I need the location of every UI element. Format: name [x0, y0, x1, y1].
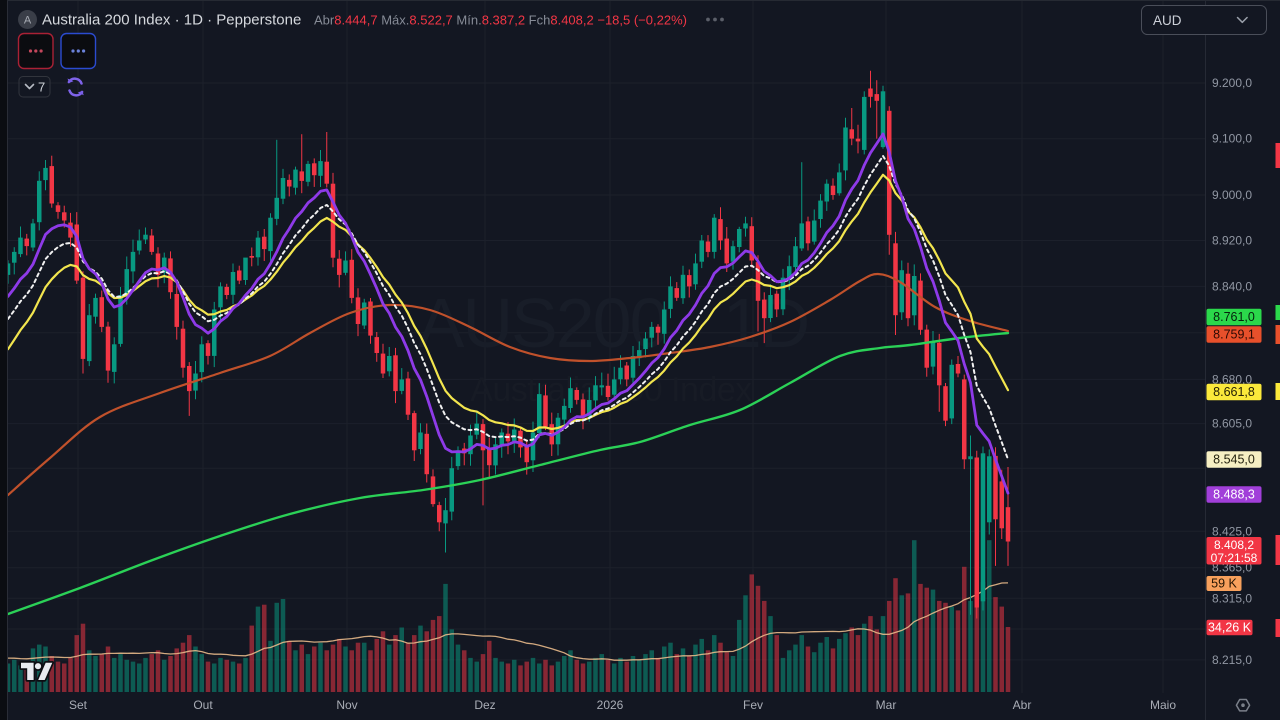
- svg-text:8.759,1: 8.759,1: [1213, 328, 1255, 342]
- svg-text:Mar: Mar: [876, 698, 897, 712]
- svg-text:AUD: AUD: [1153, 13, 1182, 28]
- svg-text:Abr: Abr: [1013, 698, 1032, 712]
- svg-text:8.425,0: 8.425,0: [1212, 524, 1252, 538]
- svg-text:8.761,0: 8.761,0: [1213, 310, 1255, 324]
- svg-text:Australia 200 Index: Australia 200 Index: [470, 371, 752, 409]
- svg-text:07:21:58: 07:21:58: [1211, 551, 1258, 565]
- svg-text:2026: 2026: [597, 698, 624, 712]
- svg-text:8.840,0: 8.840,0: [1212, 279, 1252, 293]
- svg-text:Out: Out: [193, 698, 213, 712]
- svg-text:Australia 200 Index · 1D · Pep: Australia 200 Index · 1D · Pepperstone: [42, 12, 301, 29]
- svg-text:8.408,2: 8.408,2: [1214, 538, 1254, 552]
- svg-text:7: 7: [38, 80, 45, 95]
- svg-text:8.605,0: 8.605,0: [1212, 417, 1252, 431]
- svg-text:9.200,0: 9.200,0: [1212, 76, 1252, 90]
- svg-text:8.680,0: 8.680,0: [1212, 372, 1252, 386]
- svg-text:8.661,8: 8.661,8: [1213, 385, 1255, 399]
- svg-text:59 K: 59 K: [1211, 577, 1237, 591]
- svg-text:9.000,0: 9.000,0: [1212, 188, 1252, 202]
- svg-text:Maio: Maio: [1150, 698, 1176, 712]
- svg-text:9.100,0: 9.100,0: [1212, 132, 1252, 146]
- svg-text:8.215,0: 8.215,0: [1212, 653, 1252, 667]
- svg-text:Fev: Fev: [743, 698, 763, 712]
- svg-text:AUS200 · 1D: AUS200 · 1D: [418, 284, 808, 362]
- svg-text:Nov: Nov: [336, 698, 357, 712]
- svg-text:Dez: Dez: [474, 698, 495, 712]
- svg-text:8.920,0: 8.920,0: [1212, 234, 1252, 248]
- svg-text:Abr8.444,7 Máx.8.522,7 Mín.8.3: Abr8.444,7 Máx.8.522,7 Mín.8.387,2 Fch8.…: [314, 13, 687, 28]
- svg-text:8.315,0: 8.315,0: [1212, 591, 1252, 605]
- svg-text:34,26 K: 34,26 K: [1208, 621, 1252, 635]
- svg-text:Set: Set: [69, 698, 88, 712]
- svg-text:A: A: [24, 15, 32, 27]
- svg-text:8.545,0: 8.545,0: [1213, 453, 1255, 467]
- svg-text:8.488,3: 8.488,3: [1213, 488, 1255, 502]
